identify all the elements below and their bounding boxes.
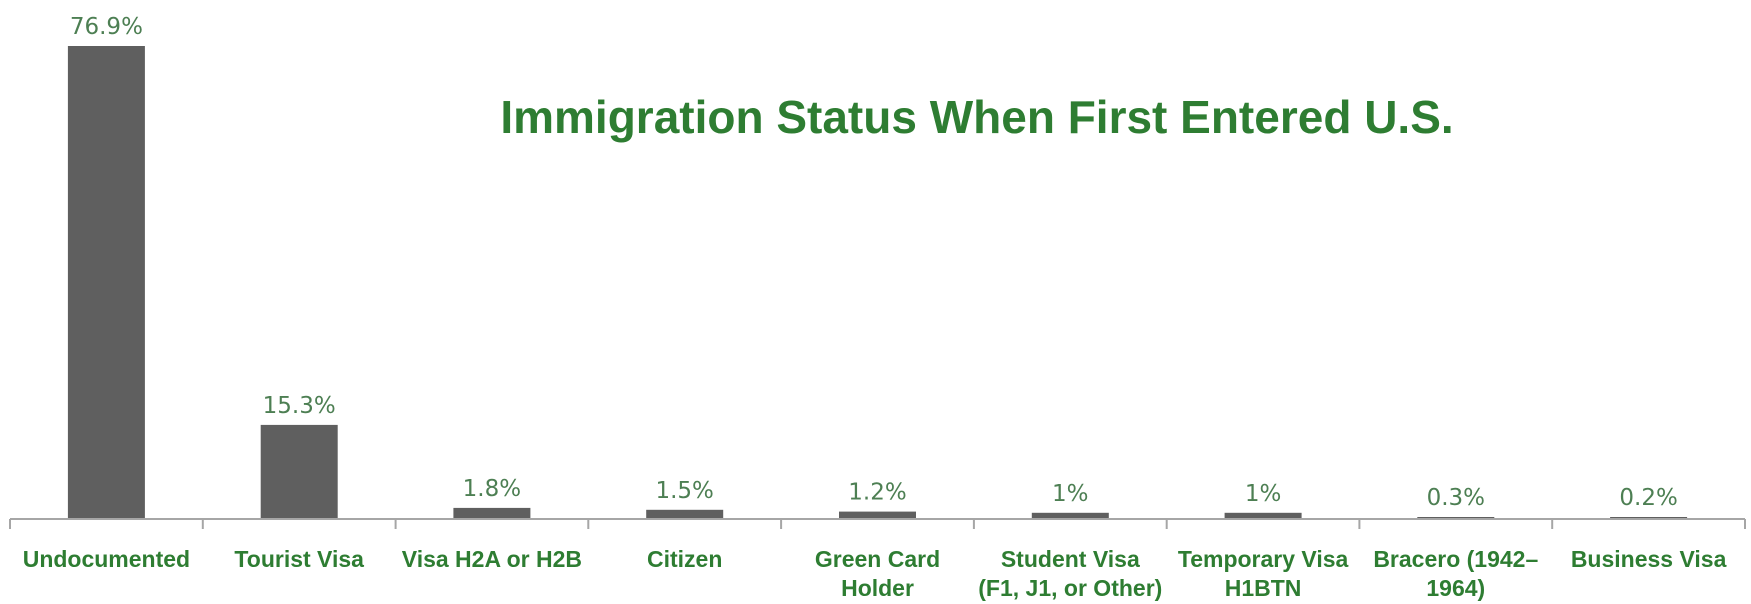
category-label-4-line-1: Holder — [841, 575, 914, 601]
bars — [67, 46, 1688, 519]
bar-6 — [1224, 512, 1302, 519]
category-label-5-line-1: (F1, J1, or Other) — [978, 575, 1162, 601]
category-label-1: Tourist Visa — [234, 546, 364, 572]
category-label-6-line-0: Temporary Visa — [1178, 546, 1349, 572]
category-label-7-line-1: 1964) — [1426, 575, 1485, 601]
category-label-6: Temporary Visa H1BTN — [1178, 546, 1349, 601]
category-label-8: Business Visa — [1571, 546, 1727, 572]
value-label-8: 0.2% — [1619, 485, 1677, 511]
value-label-1: 15.3% — [263, 393, 336, 419]
chart-title: Immigration Status When First Entered U.… — [500, 91, 1453, 143]
value-labels: 76.9% 15.3% 1.8% 1.5% 1.2% 1% 1% 0.3% 0.2% — [70, 14, 1678, 511]
category-label-5-line-0: Student Visa — [1001, 546, 1140, 572]
value-label-7: 0.3% — [1427, 485, 1485, 511]
bar-0 — [67, 46, 145, 519]
category-label-3-line-0: Citizen — [647, 546, 722, 572]
category-labels: Undocumented Tourist Visa Visa H2A or H2B C… — [23, 546, 1727, 601]
category-label-1-line-0: Tourist Visa — [234, 546, 364, 572]
value-label-2: 1.8% — [463, 476, 521, 502]
category-label-7: Bracero (1942– 1964) — [1373, 546, 1538, 601]
value-label-0: 76.9% — [70, 14, 143, 40]
category-label-4: Green Card Holder — [815, 546, 940, 601]
bar-5 — [1031, 512, 1109, 519]
value-label-3: 1.5% — [655, 478, 713, 504]
category-label-7-line-0: Bracero (1942– — [1373, 546, 1538, 572]
value-label-6: 1% — [1245, 481, 1282, 507]
category-label-5: Student Visa (F1, J1, or Other) — [978, 546, 1162, 601]
value-label-4: 1.2% — [848, 480, 906, 506]
category-label-3: Citizen — [647, 546, 722, 572]
category-label-6-line-1: H1BTN — [1225, 575, 1302, 601]
bar-2 — [453, 507, 531, 519]
category-label-8-line-0: Business Visa — [1571, 546, 1727, 572]
category-label-0: Undocumented — [23, 546, 190, 572]
value-label-5: 1% — [1052, 481, 1089, 507]
x-axis — [9, 518, 1746, 529]
category-label-4-line-0: Green Card — [815, 546, 940, 572]
bar-4 — [839, 511, 916, 519]
bar-3 — [646, 509, 724, 519]
category-label-2: Visa H2A or H2B — [402, 546, 582, 572]
category-label-0-line-0: Undocumented — [23, 546, 190, 572]
bar-1 — [260, 424, 338, 519]
category-label-2-line-0: Visa H2A or H2B — [402, 546, 582, 572]
